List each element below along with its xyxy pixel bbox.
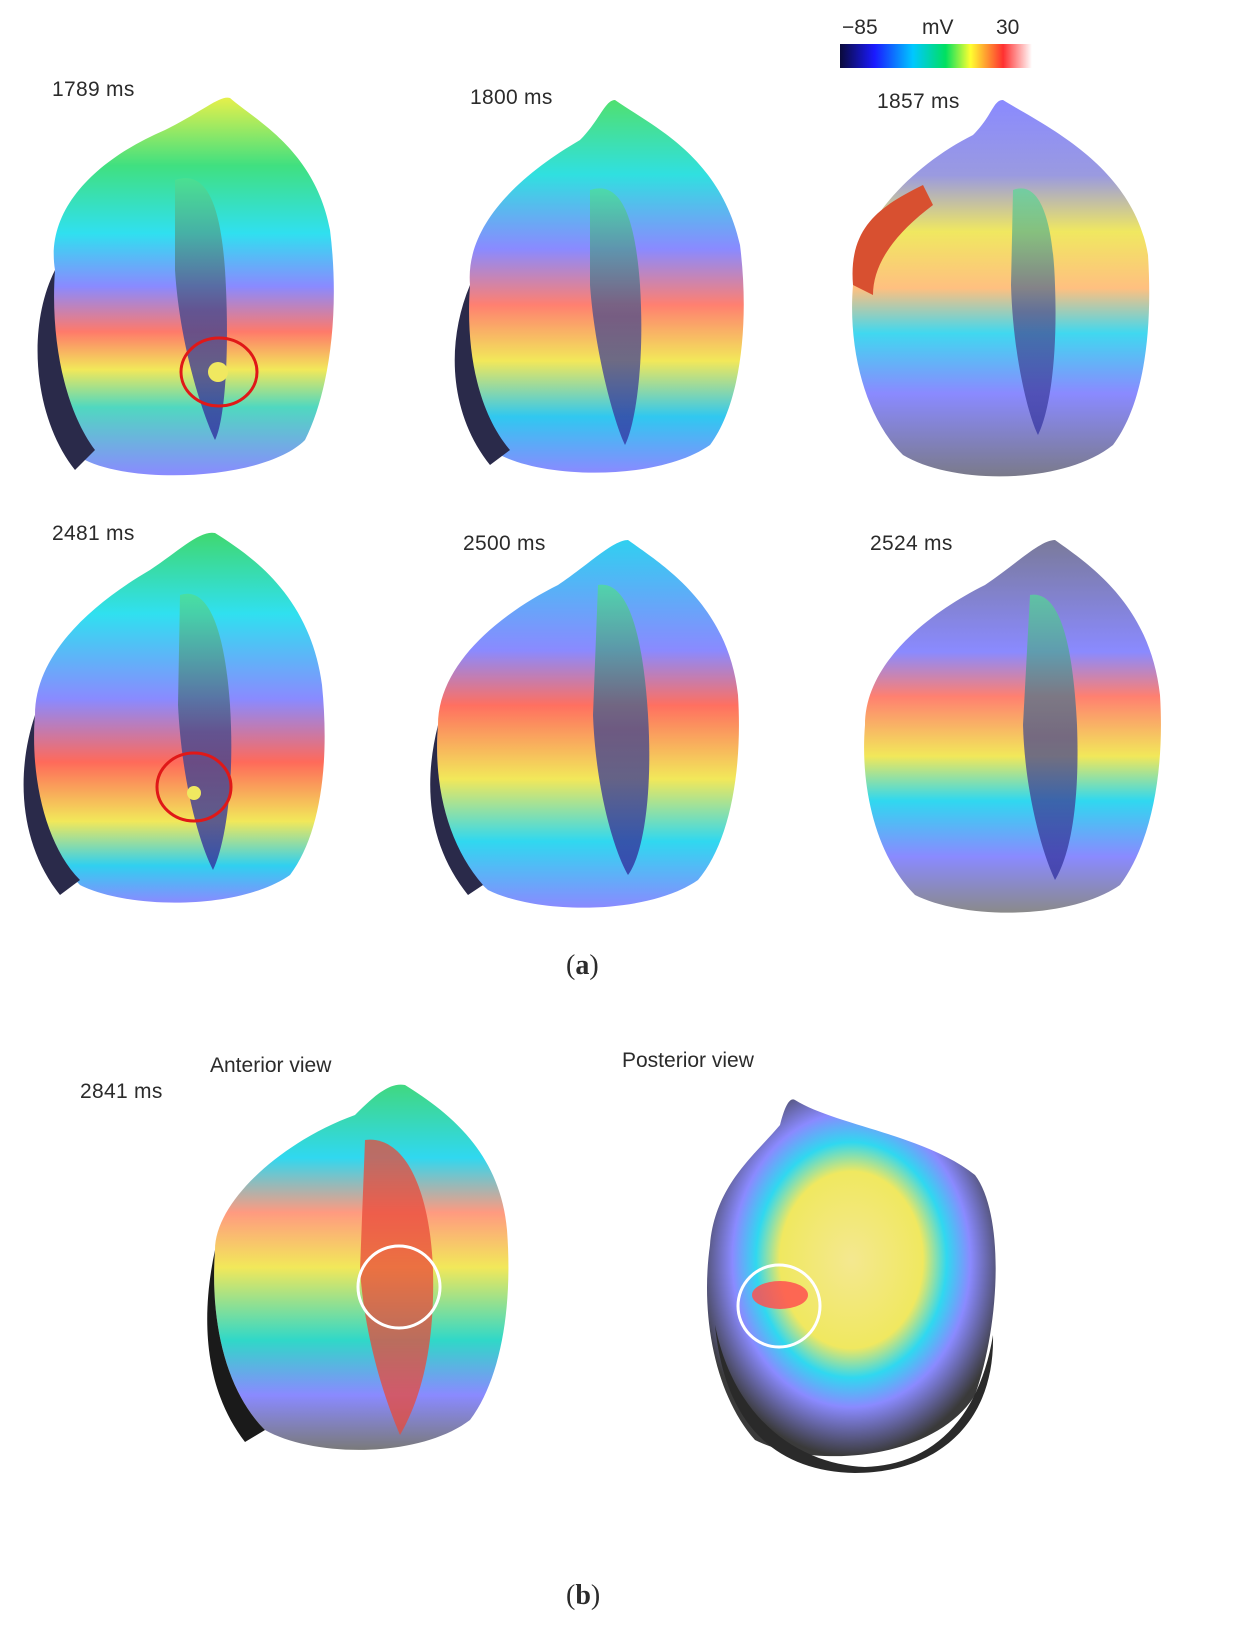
frame-time-label: 2481 ms: [52, 522, 135, 545]
frame-time-label: 1789 ms: [52, 78, 135, 101]
heart-map-frame-1: [37, 97, 334, 476]
frame-time-label: 1800 ms: [470, 86, 553, 109]
panel-b-time-label: 2841 ms: [80, 1080, 163, 1103]
red-circle-marker: [155, 751, 233, 823]
heart-map-frame-4: [23, 532, 325, 903]
colorbar-max-label: 30: [996, 16, 1020, 39]
heart-map-frame-5: [430, 540, 739, 908]
activation-spot: [187, 786, 201, 800]
white-circle-marker: [356, 1244, 442, 1330]
white-circle-marker: [736, 1263, 822, 1349]
panel-a-caption: (a): [566, 950, 599, 981]
colorbar-unit-label: mV: [922, 16, 954, 39]
ventricle-fold: [360, 1139, 434, 1435]
heart-edge-shadow: [23, 715, 80, 895]
heart-map-frame-6: [864, 540, 1161, 913]
panel-b-caption: (b): [566, 1580, 601, 1611]
heart-map-posterior: [707, 1099, 996, 1473]
ventricle-fold: [1011, 188, 1056, 435]
heart-surface: [864, 540, 1161, 913]
activation-spot: [208, 362, 228, 382]
heart-surface: [707, 1099, 996, 1457]
heart-map-frame-3: [852, 100, 1150, 477]
frame-time-label: 1857 ms: [877, 90, 960, 113]
posterior-view-label: Posterior view: [622, 1049, 754, 1072]
red-circle-marker: [179, 336, 259, 408]
heart-edge-shadow: [430, 725, 483, 895]
colorbar-min-label: −85: [842, 16, 878, 39]
frame-time-label: 2524 ms: [870, 532, 953, 555]
ventricle-fold: [178, 593, 232, 870]
ventricle-fold: [590, 188, 642, 445]
heart-map-anterior: [207, 1084, 509, 1450]
colorbar: [840, 44, 1032, 68]
lateral-band: [852, 185, 933, 295]
heart-map-frame-2: [454, 100, 744, 473]
anterior-view-label: Anterior view: [210, 1054, 332, 1077]
heart-edge-shadow: [207, 1250, 265, 1442]
colorbar-gradient: [840, 44, 1032, 68]
heart-surface: [852, 100, 1150, 477]
heart-surface: [437, 540, 739, 908]
ventricle-fold: [1023, 594, 1078, 880]
ventricle-fold: [593, 584, 650, 875]
heart-edge-shadow: [37, 270, 95, 470]
heart-edge-shadow: [454, 285, 510, 465]
frame-time-label: 2500 ms: [463, 532, 546, 555]
activation-spot: [752, 1281, 808, 1309]
